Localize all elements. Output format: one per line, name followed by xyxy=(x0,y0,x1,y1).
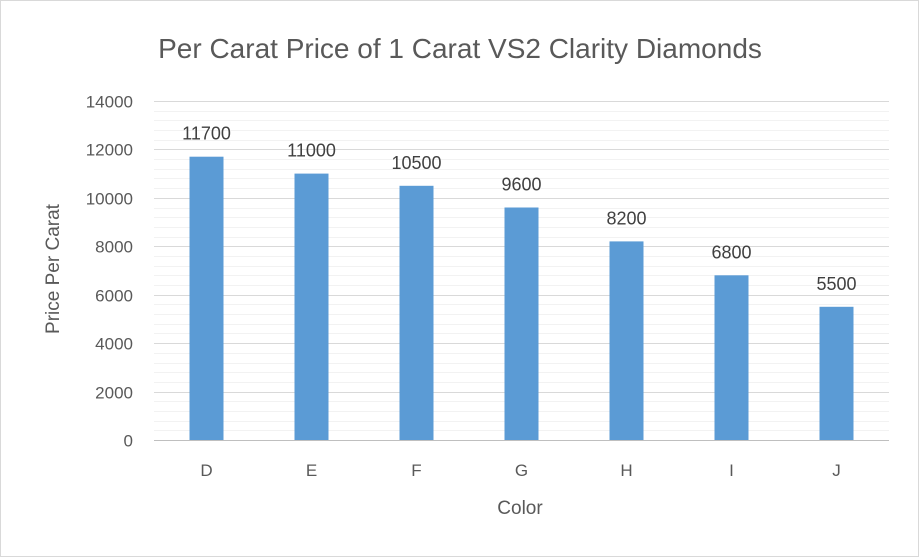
data-label-I: 6800 xyxy=(711,242,751,262)
y-tick-label: 6000 xyxy=(95,287,133,306)
bar-J xyxy=(819,306,854,440)
bar-G xyxy=(504,207,539,440)
chart-title: Per Carat Price of 1 Carat VS2 Clarity D… xyxy=(158,33,762,64)
y-axis-title: Price Per Carat xyxy=(43,203,64,334)
x-tick-label-H: H xyxy=(620,461,632,480)
data-label-E: 11000 xyxy=(287,141,336,161)
data-label-D: 11700 xyxy=(182,124,231,144)
label-layer: 11700 11000 10500 9600 8200 6800 5500 xyxy=(182,124,856,294)
x-tick-label-G: G xyxy=(515,461,528,480)
y-tick-label: 2000 xyxy=(95,384,133,403)
data-label-J: 5500 xyxy=(816,274,856,294)
data-label-G: 9600 xyxy=(501,175,541,195)
y-tick-label: 0 xyxy=(124,432,133,451)
x-axis-title: Color xyxy=(497,498,543,519)
y-tick-label: 4000 xyxy=(95,335,133,354)
x-tick-label-E: E xyxy=(306,461,317,480)
bar-layer xyxy=(189,156,854,441)
x-tick-label-D: D xyxy=(200,461,212,480)
y-tick-label: 12000 xyxy=(86,141,133,160)
bar-D xyxy=(189,156,224,440)
axis-layer: 0 2000 4000 6000 8000 10000 12000 14000 D E F G H I J xyxy=(86,93,889,480)
y-tick-label: 8000 xyxy=(95,238,133,257)
data-label-H: 8200 xyxy=(606,208,646,228)
x-tick-label-J: J xyxy=(832,461,841,480)
bar-F xyxy=(399,185,434,441)
x-tick-label-I: I xyxy=(729,461,734,480)
y-tick-label: 10000 xyxy=(86,190,133,209)
bar-I xyxy=(714,275,749,440)
x-tick-label-F: F xyxy=(411,461,421,480)
y-tick-label: 14000 xyxy=(86,93,133,112)
data-label-F: 10500 xyxy=(391,153,441,173)
bar-E xyxy=(294,173,329,440)
bar-H xyxy=(609,241,644,440)
